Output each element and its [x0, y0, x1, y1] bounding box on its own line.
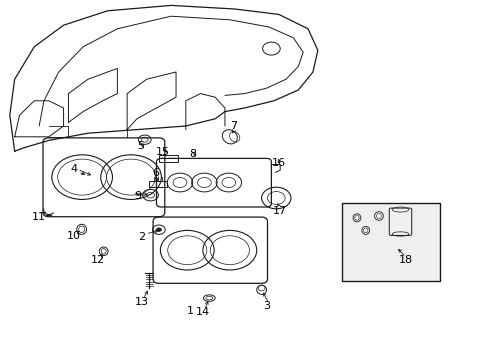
Text: 14: 14 — [196, 307, 209, 318]
Text: 1: 1 — [187, 306, 194, 316]
Text: 10: 10 — [66, 231, 80, 241]
Text: 9: 9 — [134, 191, 141, 201]
Text: 18: 18 — [398, 255, 412, 265]
Text: 12: 12 — [91, 255, 104, 265]
Circle shape — [156, 228, 161, 231]
Text: 7: 7 — [230, 121, 237, 131]
Text: 2: 2 — [138, 232, 145, 242]
Text: 5: 5 — [137, 141, 144, 151]
Text: 13: 13 — [135, 297, 148, 307]
Bar — [149, 181, 166, 187]
Bar — [342, 203, 439, 281]
Text: 4: 4 — [71, 164, 78, 174]
Text: 3: 3 — [263, 301, 269, 311]
Bar — [159, 155, 178, 162]
Text: 6: 6 — [152, 168, 159, 178]
Text: 15: 15 — [155, 147, 169, 157]
Text: 8: 8 — [189, 149, 196, 159]
Text: 17: 17 — [272, 206, 286, 216]
Text: 16: 16 — [271, 158, 285, 168]
Text: 11: 11 — [32, 212, 46, 222]
